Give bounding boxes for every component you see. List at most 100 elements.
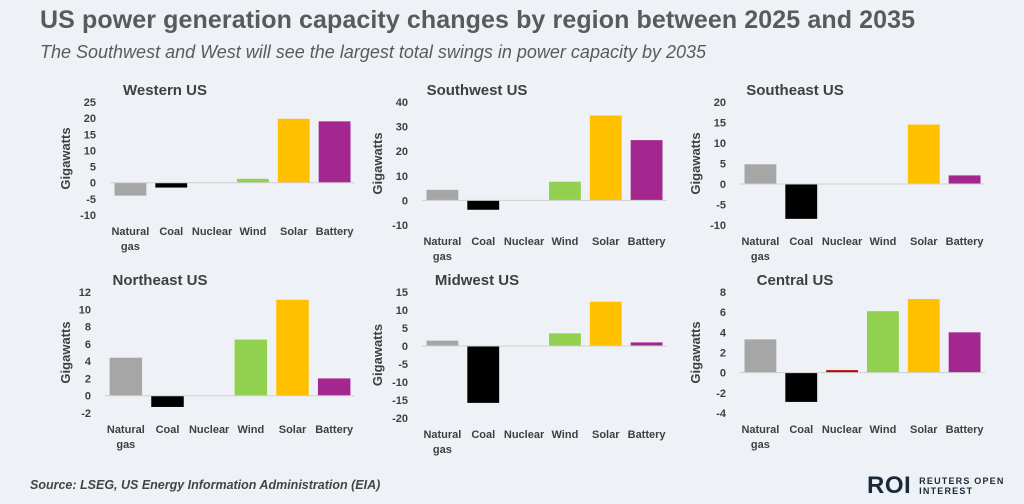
bar-coal	[151, 395, 184, 407]
x-tick-label: Solar	[910, 236, 938, 248]
bar-battery	[630, 140, 663, 201]
x-tick-label: Wind	[552, 236, 579, 248]
x-tick-label: Nuclear	[504, 236, 545, 248]
x-tick-label: Natural	[423, 429, 461, 441]
x-tick-label: gas	[751, 251, 770, 263]
y-tick-label: -10	[80, 210, 96, 222]
bar-coal	[467, 346, 500, 403]
source-note: Source: LSEG, US Energy Information Admi…	[30, 478, 381, 492]
bar-coal	[785, 184, 818, 219]
y-tick-label: 15	[396, 287, 408, 299]
x-tick-label: Coal	[156, 424, 180, 436]
chart-title: US power generation capacity changes by …	[40, 6, 916, 34]
bar-wind	[234, 339, 268, 396]
x-tick-label: gas	[751, 439, 770, 451]
y-tick-label: -5	[86, 194, 96, 206]
bar-solar	[589, 115, 622, 201]
y-tick-label: 30	[396, 122, 408, 134]
bar-battery	[630, 342, 663, 346]
bar-natural-gas	[426, 189, 459, 201]
x-tick-label: Wind	[240, 226, 267, 238]
x-tick-label: gas	[121, 241, 140, 253]
panel-southwest: Southwest US Gigawatts -10 0 10 20 30 40 Natural…	[370, 80, 672, 270]
y-axis-label: Gigawatts	[58, 321, 73, 383]
roi-logo-line1: REUTERS OPEN	[919, 476, 1005, 486]
bar-natural-gas	[109, 357, 143, 396]
bar-solar	[589, 301, 622, 346]
x-tick-label: Natural	[107, 424, 145, 436]
y-tick-label: 20	[714, 97, 726, 109]
x-tick-label: Natural	[741, 424, 779, 436]
y-tick-label: 8	[85, 322, 91, 334]
bar-natural-gas	[744, 339, 777, 373]
bar-natural-gas	[426, 340, 459, 346]
y-axis-label: Gigawatts	[370, 324, 385, 386]
bar-battery	[317, 378, 351, 396]
y-tick-label: -5	[716, 200, 726, 212]
y-tick-label: 10	[79, 304, 91, 316]
x-tick-label: Nuclear	[504, 429, 545, 441]
bar-natural-gas	[114, 182, 147, 196]
x-tick-label: Solar	[592, 236, 620, 248]
y-tick-label: -10	[392, 377, 408, 389]
x-tick-label: Battery	[628, 429, 667, 441]
x-tick-label: Wind	[237, 424, 264, 436]
x-tick-label: Nuclear	[189, 424, 230, 436]
panel-title: Northeast US	[112, 272, 207, 289]
panel-midwest: Midwest US Gigawatts -20 -15 -10 -5 0 5 10 15 Natu…	[370, 270, 672, 475]
y-tick-label: 15	[84, 129, 96, 141]
y-tick-label: 6	[720, 307, 726, 319]
x-tick-label: Coal	[471, 429, 495, 441]
bar-solar	[277, 118, 310, 183]
y-tick-label: 4	[720, 327, 727, 339]
bar-natural-gas	[744, 164, 777, 184]
chart-midwest-svg: Midwest US Gigawatts -20 -15 -10 -5 0 5 10 15 Natu…	[370, 272, 667, 456]
y-tick-label: 4	[85, 356, 92, 368]
y-tick-label: -5	[398, 359, 408, 371]
x-tick-label: Solar	[592, 429, 620, 441]
bar-wind	[548, 181, 581, 201]
panel-northeast: Northeast US Gigawatts -2 0 2 4 6 8 10 12 Natural g…	[58, 270, 360, 475]
y-tick-label: 12	[79, 287, 91, 299]
y-tick-label: 10	[396, 171, 408, 183]
panel-southeast: Southeast US Gigawatts -10 -5 0 5 10 15 20 Natura…	[688, 80, 990, 270]
bar-solar	[907, 299, 940, 373]
y-tick-label: 0	[720, 179, 726, 191]
y-tick-label: 2	[85, 373, 91, 385]
bar-coal	[467, 200, 500, 210]
y-axis-label: Gigawatts	[58, 127, 73, 189]
chart-central-svg: Central US Gigawatts -4 -2 0 2 4 6 8 Natural gas Co…	[688, 272, 985, 451]
y-tick-label: -15	[392, 395, 408, 407]
y-tick-label: 2	[720, 348, 726, 360]
x-tick-label: Coal	[159, 226, 183, 238]
y-tick-label: 10	[396, 305, 408, 317]
bar-wind	[236, 178, 269, 183]
roi-logo: ROI REUTERS OPEN INTEREST	[867, 472, 1005, 500]
x-tick-label: Solar	[279, 424, 307, 436]
y-tick-label: -2	[81, 408, 91, 420]
y-tick-label: 10	[84, 145, 96, 157]
x-tick-label: Solar	[280, 226, 308, 238]
x-tick-label: Battery	[628, 236, 667, 248]
panel-title: Western US	[123, 82, 207, 99]
x-tick-label: Nuclear	[192, 226, 233, 238]
y-tick-label: 0	[90, 178, 96, 190]
x-tick-label: Natural	[111, 226, 149, 238]
chart-northeast-svg: Northeast US Gigawatts -2 0 2 4 6 8 10 12 Natural g…	[58, 272, 355, 451]
bar-wind	[548, 333, 581, 346]
y-tick-label: 25	[84, 97, 96, 109]
x-tick-label: gas	[433, 444, 452, 456]
x-tick-label: gas	[433, 251, 452, 263]
x-tick-label: gas	[116, 439, 135, 451]
y-tick-label: -10	[710, 220, 726, 232]
y-tick-label: 0	[720, 368, 726, 380]
panel-western: Western US Gigawatts -10 -5 0 5 10 15 20 25 Natura…	[58, 80, 360, 270]
bar-battery	[948, 332, 981, 373]
bar-coal	[155, 182, 188, 188]
y-tick-label: -10	[392, 220, 408, 232]
bar-nuclear	[826, 370, 859, 373]
bar-battery	[318, 121, 351, 183]
y-tick-label: -4	[716, 408, 727, 420]
x-tick-label: Nuclear	[822, 424, 863, 436]
y-tick-label: 10	[714, 138, 726, 150]
